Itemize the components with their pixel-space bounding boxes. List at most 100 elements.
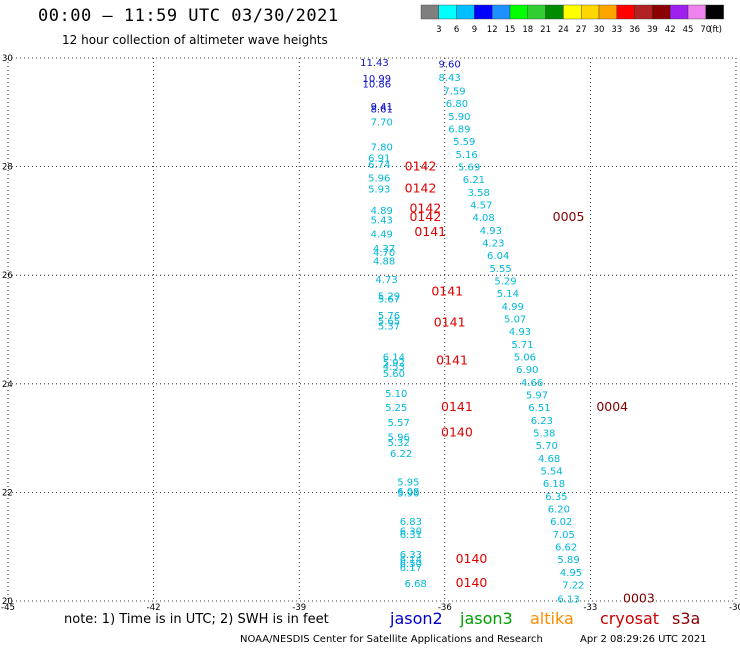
jason3-point-label: 6.62 <box>555 543 577 554</box>
jason3-point-label: 5.93 <box>368 184 390 195</box>
generation-timestamp: Apr 2 08:29:26 UTC 2021 <box>580 634 707 645</box>
jason3-point-label: 4.88 <box>373 257 395 268</box>
legend-jason3: jason3 <box>460 609 513 628</box>
jason2-point-label: 11.43 <box>360 58 389 69</box>
colorbar-label: 18 <box>522 25 533 35</box>
cryosat-point-label: 0141 <box>441 399 473 414</box>
jason3-point-label: 5.67 <box>378 295 400 306</box>
color-legend: 3 6 9 12 15 18 21 24 27 30 33 36 39 42 45 70(ft) <box>420 4 724 35</box>
jason3-point-label: 5.57 <box>388 418 410 429</box>
jason3-point-label: 5.59 <box>453 137 475 148</box>
jason3-point-label: 6.74 <box>368 160 390 171</box>
jason3-point-label: 4.93 <box>509 327 531 338</box>
colorbar-label: 45 <box>683 25 694 35</box>
colorbar-label: 39 <box>647 25 658 35</box>
jason3-point-label: 5.14 <box>497 289 519 300</box>
jason3-point-label: 5.90 <box>448 112 470 123</box>
jason3-point-label: 4.53 <box>383 362 405 373</box>
jason3-point-label: 5.43 <box>371 215 393 226</box>
chart-title: 00:00 – 11:59 UTC 03/30/2021 <box>38 6 339 26</box>
jason3-point-label: 5.55 <box>489 264 511 275</box>
jason3-point-label: 6.14 <box>383 353 405 364</box>
jason3-point-label: 7.70 <box>371 118 393 129</box>
jason3-point-label: 5.16 <box>456 150 478 161</box>
jason3-point-label: 4.89 <box>371 206 393 217</box>
colorbar-label: 9 <box>472 25 477 35</box>
jason3-point-label: 6.08 <box>397 487 419 498</box>
jason3-point-label: 5.07 <box>504 315 526 326</box>
jason3-point-label: 5.10 <box>385 389 407 400</box>
jason3-point-label: 4.93 <box>480 226 502 237</box>
jason3-point-label: 6.21 <box>463 175 485 186</box>
jason3-point-label: 6.51 <box>528 403 550 414</box>
jason3-point-label: 6.68 <box>405 579 427 590</box>
cryosat-point-label: 0141 <box>436 352 468 367</box>
jason3-point-label: 5.29 <box>378 291 400 302</box>
cryosat-point-label: 0140 <box>456 575 488 590</box>
jason3-point-label: 4.68 <box>538 454 560 465</box>
jason3-point-label: 4.66 <box>521 378 543 389</box>
jason3-point-label: 6.22 <box>390 449 412 460</box>
jason3-point-label: 6.35 <box>545 492 567 503</box>
colorbar-label: 42 <box>665 25 676 35</box>
jason3-point-label: 5.29 <box>494 277 516 288</box>
jason3-point-label: 6.31 <box>400 530 422 541</box>
jason3-point-label: 4.49 <box>371 229 393 240</box>
x-tick-label: -36 <box>438 603 452 613</box>
x-tick-label: -45 <box>1 603 15 613</box>
jason3-point-label: 8.43 <box>439 73 461 84</box>
jason2-point-label: 8.61 <box>371 104 393 115</box>
jason3-point-label: 5.25 <box>385 403 407 414</box>
credit-line: NOAA/NESDIS Center for Satellite Applica… <box>240 634 543 645</box>
x-tick-label: -30 <box>729 603 740 613</box>
jason3-point-label: 6.14 <box>400 555 422 566</box>
cryosat-point-label: 0142 <box>405 180 437 195</box>
jason2-point-label: 10.86 <box>363 80 392 91</box>
jason3-point-label: 5.95 <box>397 478 419 489</box>
s3a-point-label: 0003 <box>623 590 655 605</box>
cryosat-point-label: 0141 <box>434 314 466 329</box>
jason3-point-label: 5.38 <box>533 429 555 440</box>
jason3-point-label: 4.37 <box>373 244 395 255</box>
colorbar-swatch <box>705 4 724 20</box>
cryosat-point-label: 0142 <box>405 159 437 174</box>
jason3-point-label: 5.70 <box>536 441 558 452</box>
colorbar-label: 30 <box>594 25 605 35</box>
colorbar-label: 12 <box>487 25 498 35</box>
x-tick-label: -33 <box>583 603 597 613</box>
jason3-point-label: 7.22 <box>562 581 584 592</box>
jason3-point-label: 4.95 <box>560 568 582 579</box>
jason3-point-label: 3.58 <box>468 188 490 199</box>
legend-cryosat: cryosat <box>600 609 660 628</box>
legend-jason2: jason2 <box>390 609 443 628</box>
y-tick-label: 20 <box>2 597 13 607</box>
jason3-point-label: 6.17 <box>400 563 422 574</box>
jason3-point-label: 5.60 <box>383 369 405 380</box>
jason3-point-label: 7.80 <box>371 143 393 154</box>
jason3-point-label: 6.80 <box>446 99 468 110</box>
y-tick-label: 24 <box>2 380 13 390</box>
jason3-point-label: 4.57 <box>470 201 492 212</box>
jason3-point-label: 6.23 <box>531 416 553 427</box>
jason3-point-label: 6.04 <box>487 251 509 262</box>
cryosat-point-label: 0142 <box>409 209 441 224</box>
jason2-point-label: 9.41 <box>371 102 393 113</box>
jason3-point-label: 5.37 <box>378 322 400 333</box>
colorbar-label: 6 <box>454 25 459 35</box>
x-tick-label: -42 <box>147 603 161 613</box>
colorbar-label: 33 <box>611 25 622 35</box>
jason3-point-label: 5.65 <box>378 316 400 327</box>
colorbar-label: (ft) <box>709 25 722 35</box>
chart-subtitle: 12 hour collection of altimeter wave hei… <box>62 33 328 47</box>
cryosat-point-label: 0142 <box>409 200 441 215</box>
cryosat-point-label: 0140 <box>456 551 488 566</box>
jason3-point-label: 5.92 <box>383 358 405 369</box>
cryosat-point-label: 0141 <box>431 283 463 298</box>
jason3-point-label: 5.96 <box>368 173 390 184</box>
jason3-point-label: 5.32 <box>388 438 410 449</box>
jason3-point-label: 7.05 <box>553 530 575 541</box>
jason3-point-label: 5.71 <box>511 340 533 351</box>
cryosat-point-label: 0141 <box>414 224 446 239</box>
